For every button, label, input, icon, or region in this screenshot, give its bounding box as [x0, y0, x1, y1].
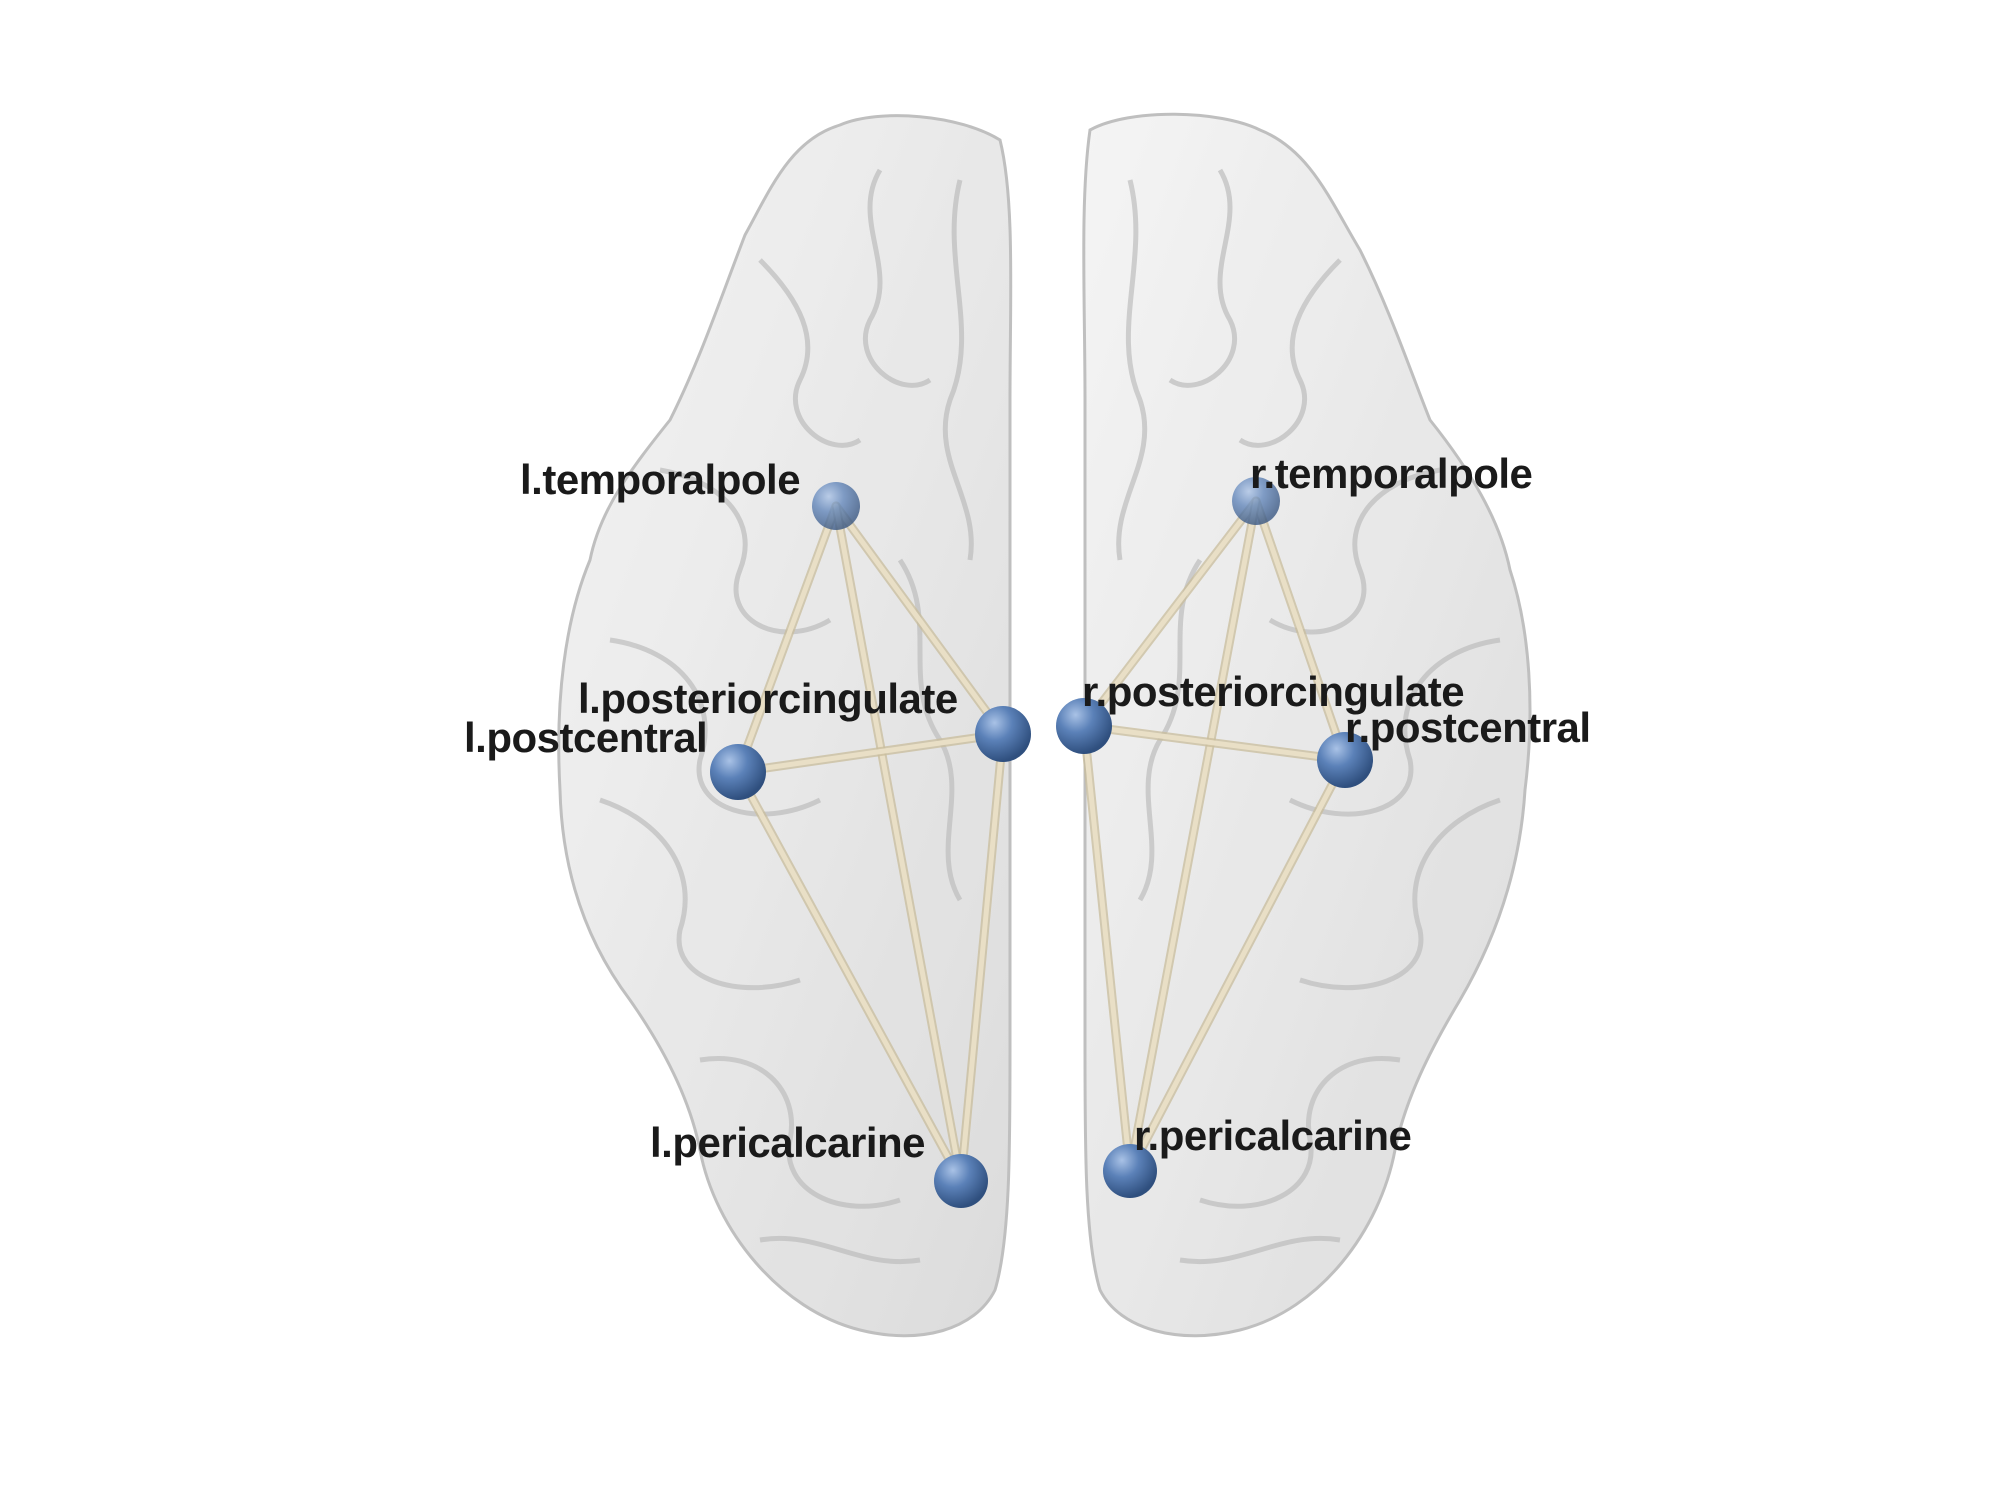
node-r-temporalpole [1232, 477, 1280, 525]
edge-l_posteriorcingulate-l_pericalcarine [958, 731, 1006, 1184]
edge-r_posteriorcingulate-r_postcentral [1081, 723, 1348, 763]
node-labels: l.temporalpole r.temporalpole l.posterio… [464, 450, 1591, 1166]
edge-l_postcentral-l_pericalcarine [735, 769, 964, 1184]
edge-r_posteriorcingulate-r_pericalcarine [1081, 723, 1133, 1174]
right-sulci [1116, 168, 1501, 1265]
label-l-pericalcarine: l.pericalcarine [650, 1119, 925, 1166]
right-hemisphere [1082, 112, 1532, 1338]
edge-l_temporalpole-l_posteriorcingulate [833, 503, 1006, 737]
node-r-postcentral [1317, 732, 1373, 788]
edge-r_temporalpole-r_posteriorcingulate [1081, 498, 1259, 729]
edge-l_temporalpole-l_pericalcarine [833, 503, 964, 1184]
node-l-pericalcarine [934, 1154, 988, 1208]
label-r-postcentral: r.postcentral [1345, 704, 1591, 751]
label-l-posteriorcingulate: l.posteriorcingulate [578, 675, 958, 722]
node-l-temporalpole [812, 482, 860, 530]
node-l-posteriorcingulate [975, 706, 1031, 762]
label-r-pericalcarine: r.pericalcarine [1134, 1112, 1411, 1159]
edge-l_temporalpole-l_postcentral [735, 503, 839, 775]
edge-r_postcentral-r_pericalcarine [1127, 757, 1348, 1174]
node-l-postcentral [710, 744, 766, 800]
edge-r_temporalpole-r_postcentral [1253, 498, 1348, 763]
left-hemisphere [557, 114, 1013, 1338]
node-r-posteriorcingulate [1056, 698, 1112, 754]
left-hemisphere-surface [557, 114, 1013, 1338]
node-r-pericalcarine [1103, 1144, 1157, 1198]
label-r-posteriorcingulate: r.posteriorcingulate [1082, 668, 1464, 715]
label-l-temporalpole: l.temporalpole [520, 456, 800, 503]
edge-l_postcentral-l_posteriorcingulate [735, 731, 1006, 775]
label-l-postcentral: l.postcentral [464, 714, 707, 761]
right-hemisphere-surface [1082, 112, 1532, 1338]
edges [733, 496, 1350, 1186]
nodes [710, 477, 1373, 1208]
edge-r_temporalpole-r_pericalcarine [1127, 498, 1259, 1174]
label-r-temporalpole: r.temporalpole [1250, 450, 1532, 497]
